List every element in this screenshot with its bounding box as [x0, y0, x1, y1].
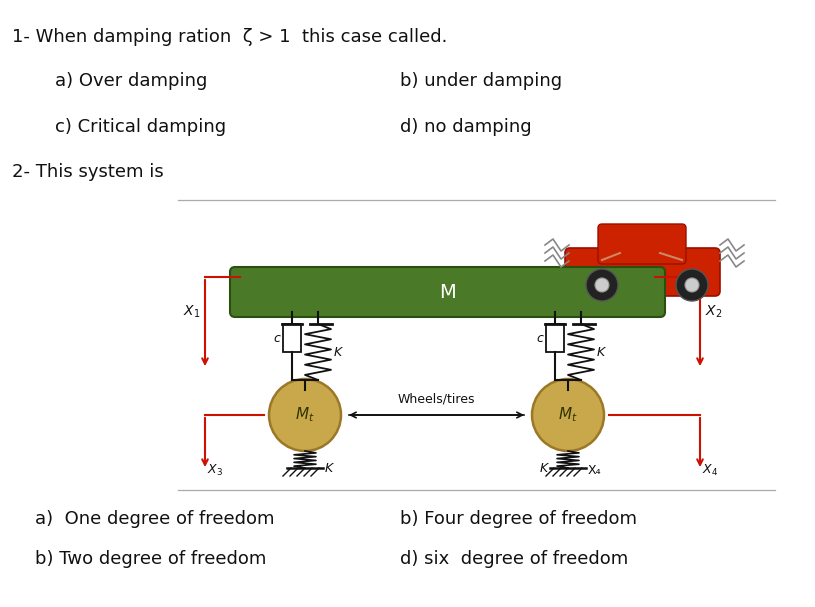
Circle shape — [595, 278, 609, 292]
Circle shape — [269, 379, 341, 451]
Text: K: K — [540, 461, 548, 475]
Text: b) Two degree of freedom: b) Two degree of freedom — [35, 550, 267, 568]
Text: c) Critical damping: c) Critical damping — [55, 118, 226, 136]
FancyBboxPatch shape — [565, 248, 720, 296]
Text: c: c — [273, 331, 280, 345]
Text: $X_2$: $X_2$ — [705, 304, 722, 320]
Text: a) Over damping: a) Over damping — [55, 72, 207, 90]
Text: $X_4$: $X_4$ — [702, 463, 718, 478]
Circle shape — [532, 379, 604, 451]
Bar — [283, 324, 301, 352]
Text: 1- When damping ration  ζ > 1  this case called.: 1- When damping ration ζ > 1 this case c… — [12, 28, 447, 46]
Text: $X_1$: $X_1$ — [183, 304, 200, 320]
Bar — [546, 324, 564, 352]
Text: b) under damping: b) under damping — [400, 72, 562, 90]
Text: $X_3$: $X_3$ — [207, 463, 223, 478]
Circle shape — [685, 278, 699, 292]
Text: K: K — [334, 345, 342, 359]
Text: X₄: X₄ — [588, 464, 601, 476]
Text: 2- This system is: 2- This system is — [12, 163, 164, 181]
Text: K: K — [597, 345, 606, 359]
Text: $M_t$: $M_t$ — [295, 405, 315, 424]
Text: Wheels/tires: Wheels/tires — [397, 392, 475, 405]
Text: d) six  degree of freedom: d) six degree of freedom — [400, 550, 628, 568]
Text: d) no damping: d) no damping — [400, 118, 531, 136]
Circle shape — [676, 269, 708, 301]
Text: b) Four degree of freedom: b) Four degree of freedom — [400, 510, 637, 528]
FancyBboxPatch shape — [230, 267, 665, 317]
Text: a)  One degree of freedom: a) One degree of freedom — [35, 510, 275, 528]
Text: c: c — [536, 331, 543, 345]
FancyBboxPatch shape — [598, 224, 686, 264]
Text: $M_t$: $M_t$ — [558, 405, 578, 424]
Text: K: K — [325, 461, 333, 475]
Text: M: M — [439, 282, 456, 302]
Circle shape — [586, 269, 618, 301]
